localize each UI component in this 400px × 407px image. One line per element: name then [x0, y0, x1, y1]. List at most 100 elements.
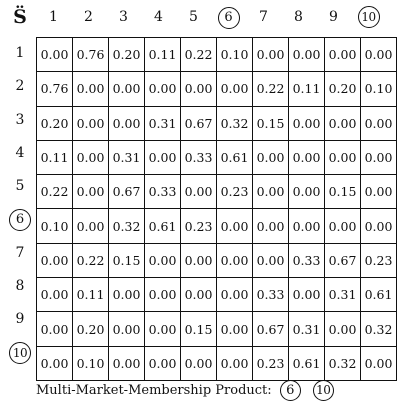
matrix-cell: 0.00	[324, 311, 361, 347]
matrix-cell: 0.10	[360, 71, 397, 107]
matrix-cell: 0.23	[216, 174, 253, 210]
matrix-cell: 0.00	[216, 242, 253, 279]
matrix-cell: 0.20	[36, 105, 73, 141]
row-header-label: 8	[15, 278, 25, 295]
matrix-cell: 0.00	[72, 208, 109, 244]
row-header-label: 7	[15, 244, 25, 261]
column-header-3: 3	[106, 6, 141, 28]
row-header-6: 6	[6, 204, 34, 237]
column-header-label: 9	[329, 9, 338, 25]
row-header-7: 7	[6, 237, 34, 270]
matrix-cell: 0.00	[108, 277, 145, 313]
matrix-cell: 0.22	[36, 174, 73, 210]
row-header-1: 1	[6, 37, 34, 70]
caption-circled-items: 6 10	[276, 380, 334, 401]
matrix-cell: 0.00	[324, 105, 361, 141]
row-header-label: 3	[15, 111, 25, 128]
matrix-cell: 0.00	[36, 36, 73, 73]
matrix-cell: 0.00	[144, 242, 181, 279]
matrix-cell: 0.00	[108, 345, 145, 381]
column-header-label: 10	[357, 6, 380, 28]
row-header-4: 4	[6, 137, 34, 170]
table-row: 0.00 0.10 0.00 0.00 0.00 0.00 0.23 0.61 0.32 0.00	[36, 345, 397, 381]
matrix-cell: 0.23	[252, 345, 289, 381]
matrix-cell: 0.00	[36, 277, 73, 313]
matrix-cell: 0.00	[252, 36, 289, 73]
matrix-cell: 0.00	[360, 174, 397, 210]
matrix-cell: 0.00	[180, 71, 217, 107]
matrix-cell: 0.20	[108, 36, 145, 73]
matrix-cell: 0.33	[180, 139, 217, 176]
matrix-cell: 0.67	[252, 311, 289, 347]
matrix-cell: 0.00	[36, 345, 73, 381]
column-header-label: 8	[294, 9, 303, 25]
matrix-cell: 0.32	[216, 105, 253, 141]
matrix-cell: 0.00	[108, 311, 145, 347]
matrix-cell: 0.31	[288, 311, 325, 347]
matrix-cell: 0.00	[360, 139, 397, 176]
matrix-cell: 0.00	[324, 36, 361, 73]
matrix-cell: 0.00	[36, 311, 73, 347]
column-header-label: 6	[217, 7, 240, 29]
matrix-cell: 0.00	[288, 208, 325, 244]
matrix-cell: 0.11	[288, 71, 325, 107]
matrix-cell: 0.20	[72, 311, 109, 347]
row-header-9: 9	[6, 303, 34, 336]
table-row: 0.00 0.20 0.00 0.00 0.15 0.00 0.67 0.31 0.00 0.32	[36, 311, 397, 347]
matrix-cell: 0.00	[252, 242, 289, 279]
matrix-cell: 0.00	[252, 139, 289, 176]
matrix-cell: 0.00	[72, 71, 109, 107]
matrix-cell: 0.32	[360, 311, 397, 347]
matrix-table: 0.00 0.76 0.20 0.11 0.22 0.10 0.00 0.00 0.00 0.00…	[36, 36, 397, 381]
column-header-label: 3	[119, 9, 128, 25]
matrix-cell: 0.00	[288, 277, 325, 313]
matrix-cell: 0.31	[324, 277, 361, 313]
matrix-cell: 0.00	[144, 277, 181, 313]
matrix-cell: 0.00	[144, 139, 181, 176]
matrix-symbol: S̈	[13, 6, 27, 28]
caption: Multi-Market-Membership Product: 6 10	[36, 380, 334, 402]
matrix-cell: 0.00	[216, 71, 253, 107]
row-header-label: 6	[9, 209, 31, 232]
matrix-cell: 0.22	[72, 242, 109, 279]
matrix-cell: 0.11	[72, 277, 109, 313]
matrix-cell: 0.00	[36, 242, 73, 279]
row-header-label: 5	[15, 178, 25, 195]
matrix-cell: 0.15	[324, 174, 361, 210]
row-header-label: 10	[9, 342, 31, 365]
caption-item: 6	[279, 380, 301, 401]
matrix-cell: 0.32	[324, 345, 361, 381]
matrix-cell: 0.00	[180, 242, 217, 279]
matrix-cell: 0.00	[360, 36, 397, 73]
row-header-3: 3	[6, 104, 34, 137]
matrix-cell: 0.00	[360, 105, 397, 141]
matrix-cell: 0.00	[252, 208, 289, 244]
matrix-cell: 0.00	[360, 208, 397, 244]
matrix-cell: 0.00	[288, 36, 325, 73]
caption-item: 10	[312, 380, 334, 401]
matrix-cell: 0.00	[108, 71, 145, 107]
column-header-label: 2	[84, 9, 93, 25]
column-header-1: 1	[36, 6, 71, 28]
matrix-cell: 0.67	[108, 174, 145, 210]
matrix-cell: 0.11	[144, 36, 181, 73]
matrix-cell: 0.00	[324, 208, 361, 244]
table-row: 0.11 0.00 0.31 0.00 0.33 0.61 0.00 0.00 0.00 0.00	[36, 139, 397, 176]
matrix-cell: 0.00	[180, 345, 217, 381]
table-row: 0.20 0.00 0.00 0.31 0.67 0.32 0.15 0.00 0.00 0.00	[36, 105, 397, 141]
matrix-cell: 0.31	[108, 139, 145, 176]
matrix-cell: 0.61	[288, 345, 325, 381]
column-header-6: 6	[211, 6, 246, 29]
matrix-cell: 0.00	[72, 139, 109, 176]
matrix-cell: 0.61	[360, 277, 397, 313]
matrix-cell: 0.00	[216, 311, 253, 347]
column-header-9: 9	[316, 6, 351, 28]
matrix-cell: 0.00	[360, 345, 397, 381]
column-header-8: 8	[281, 6, 316, 28]
matrix-cell: 0.76	[72, 36, 109, 73]
matrix-cell: 0.10	[36, 208, 73, 244]
matrix-cell: 0.00	[288, 139, 325, 176]
matrix-cell: 0.15	[108, 242, 145, 279]
row-header-2: 2	[6, 70, 34, 103]
column-header-4: 4	[141, 6, 176, 28]
